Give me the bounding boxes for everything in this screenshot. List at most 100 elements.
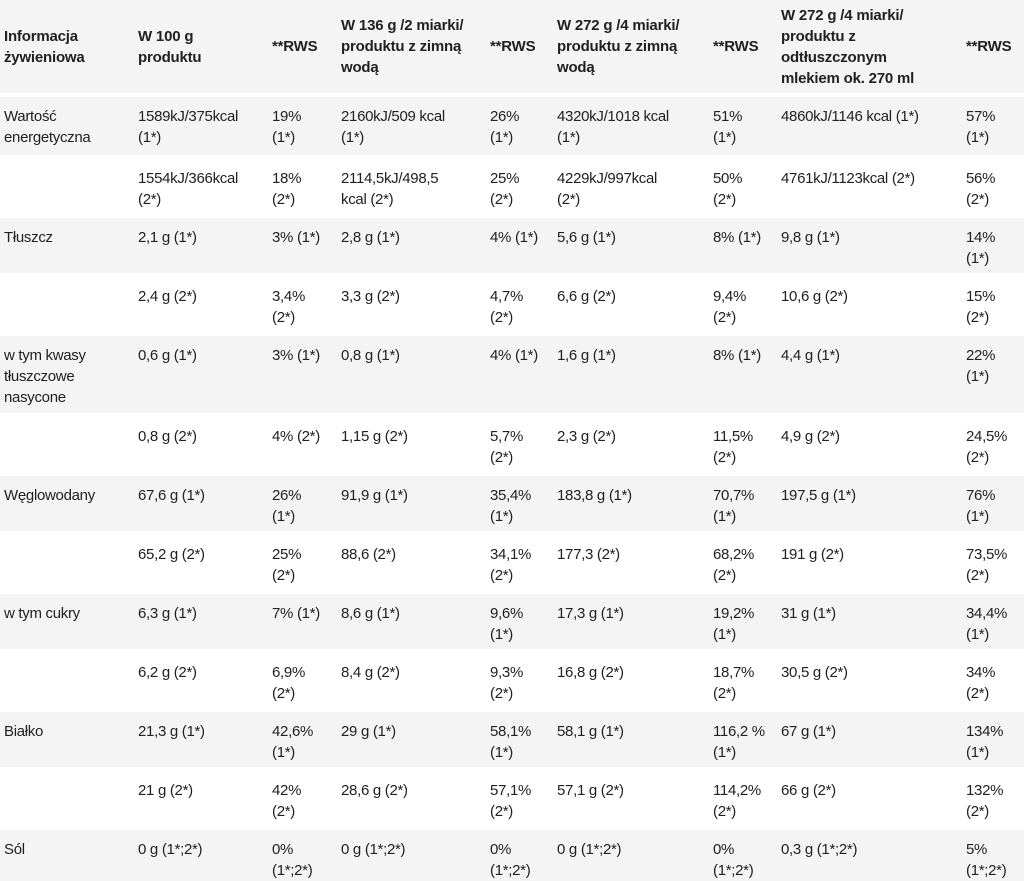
cell: 5% (1*;2*) [962,830,1024,881]
cell: 1554kJ/366kcal (2*) [134,159,268,218]
cell: 35,4% (1*) [486,476,553,535]
cell: 22% (1*) [962,336,1024,417]
cell: 0 g (1*;2*) [134,830,268,881]
cell: 2,3 g (2*) [553,417,709,476]
cell: 25% (2*) [268,535,337,594]
cell: 2160kJ/509 kcal (1*) [337,97,486,159]
cell: 31 g (1*) [777,594,962,653]
cell: 4,7% (2*) [486,277,553,336]
cell: 50% (2*) [709,159,777,218]
cell: 42,6% (1*) [268,712,337,771]
cell: 0% (1*;2*) [486,830,553,881]
cell: 18% (2*) [268,159,337,218]
cell: 8,6 g (1*) [337,594,486,653]
cell: 68,2% (2*) [709,535,777,594]
cell: 57,1% (2*) [486,771,553,830]
cell: 3,4% (2*) [268,277,337,336]
table-row-sugars-2: 6,2 g (2*) 6,9% (2*) 8,4 g (2*) 9,3% (2*… [0,653,1024,712]
cell: 21 g (2*) [134,771,268,830]
cell: 19,2% (1*) [709,594,777,653]
cell: 0,6 g (1*) [134,336,268,417]
table-row-carbs-2: 65,2 g (2*) 25% (2*) 88,6 (2*) 34,1% (2*… [0,535,1024,594]
cell: 58,1 g (1*) [553,712,709,771]
cell: 183,8 g (1*) [553,476,709,535]
cell: 7% (1*) [268,594,337,653]
table-row-energy-2: 1554kJ/366kcal (2*) 18% (2*) 2114,5kJ/49… [0,159,1024,218]
header-cell-100g: W 100 g produktu [134,0,268,97]
header-cell-rws-1: **RWS [268,0,337,97]
cell: 67,6 g (1*) [134,476,268,535]
cell: 57,1 g (2*) [553,771,709,830]
header-row: Informacja żywieniowa W 100 g produktu *… [0,0,1024,97]
row-label: Tłuszcz [0,218,134,277]
cell: 42% (2*) [268,771,337,830]
cell: 11,5% (2*) [709,417,777,476]
table-row-protein-2: 21 g (2*) 42% (2*) 28,6 g (2*) 57,1% (2*… [0,771,1024,830]
cell: 4% (1*) [486,218,553,277]
cell: 8% (1*) [709,336,777,417]
cell: 18,7% (2*) [709,653,777,712]
table-row-fat-2: 2,4 g (2*) 3,4% (2*) 3,3 g (2*) 4,7% (2*… [0,277,1024,336]
cell: 91,9 g (1*) [337,476,486,535]
cell: 16,8 g (2*) [553,653,709,712]
row-label: Sól [0,830,134,881]
cell: 5,6 g (1*) [553,218,709,277]
cell: 0,8 g (1*) [337,336,486,417]
cell: 114,2% (2*) [709,771,777,830]
cell: 197,5 g (1*) [777,476,962,535]
cell: 4860kJ/1146 kcal (1*) [777,97,962,159]
cell: 132% (2*) [962,771,1024,830]
cell: 116,2 % (1*) [709,712,777,771]
cell: 51% (1*) [709,97,777,159]
cell: 19% (1*) [268,97,337,159]
cell: 6,9% (2*) [268,653,337,712]
cell: 2,8 g (1*) [337,218,486,277]
cell: 134% (1*) [962,712,1024,771]
cell: 4320kJ/1018 kcal (1*) [553,97,709,159]
cell: 0% (1*;2*) [268,830,337,881]
row-label [0,653,134,712]
cell: 9,4% (2*) [709,277,777,336]
header-cell-136g: W 136 g /2 miarki/ produktu z zimną wodą [337,0,486,97]
cell: 0 g (1*;2*) [337,830,486,881]
cell: 5,7% (2*) [486,417,553,476]
cell: 66 g (2*) [777,771,962,830]
cell: 76% (1*) [962,476,1024,535]
table-row-protein-1: Białko 21,3 g (1*) 42,6% (1*) 29 g (1*) … [0,712,1024,771]
header-cell-rws-4: **RWS [962,0,1024,97]
table-row-saturates-1: w tym kwasy tłuszczowe nasycone 0,6 g (1… [0,336,1024,417]
row-label [0,535,134,594]
cell: 3,3 g (2*) [337,277,486,336]
table-row-sugars-1: w tym cukry 6,3 g (1*) 7% (1*) 8,6 g (1*… [0,594,1024,653]
cell: 6,2 g (2*) [134,653,268,712]
table-row-carbs-1: Węglowodany 67,6 g (1*) 26% (1*) 91,9 g … [0,476,1024,535]
cell: 88,6 (2*) [337,535,486,594]
cell: 9,3% (2*) [486,653,553,712]
cell: 0,8 g (2*) [134,417,268,476]
row-label: Białko [0,712,134,771]
table-row-saturates-2: 0,8 g (2*) 4% (2*) 1,15 g (2*) 5,7% (2*)… [0,417,1024,476]
cell: 73,5% (2*) [962,535,1024,594]
row-label: Wartość energetyczna [0,97,134,159]
cell: 191 g (2*) [777,535,962,594]
cell: 3% (1*) [268,218,337,277]
cell: 34,4% (1*) [962,594,1024,653]
cell: 14% (1*) [962,218,1024,277]
cell: 57% (1*) [962,97,1024,159]
cell: 8% (1*) [709,218,777,277]
header-cell-272g-milk: W 272 g /4 miarki/ produktu z odtłuszczo… [777,0,962,97]
cell: 4,4 g (1*) [777,336,962,417]
cell: 8,4 g (2*) [337,653,486,712]
cell: 34,1% (2*) [486,535,553,594]
cell: 1,6 g (1*) [553,336,709,417]
cell: 4% (2*) [268,417,337,476]
cell: 26% (1*) [268,476,337,535]
cell: 70,7% (1*) [709,476,777,535]
header-cell-272g-water: W 272 g /4 miarki/ produktu z zimną wodą [553,0,709,97]
cell: 15% (2*) [962,277,1024,336]
table-row-salt: Sól 0 g (1*;2*) 0% (1*;2*) 0 g (1*;2*) 0… [0,830,1024,881]
cell: 29 g (1*) [337,712,486,771]
cell: 4761kJ/1123kcal (2*) [777,159,962,218]
cell: 2114,5kJ/498,5 kcal (2*) [337,159,486,218]
cell: 9,6% (1*) [486,594,553,653]
